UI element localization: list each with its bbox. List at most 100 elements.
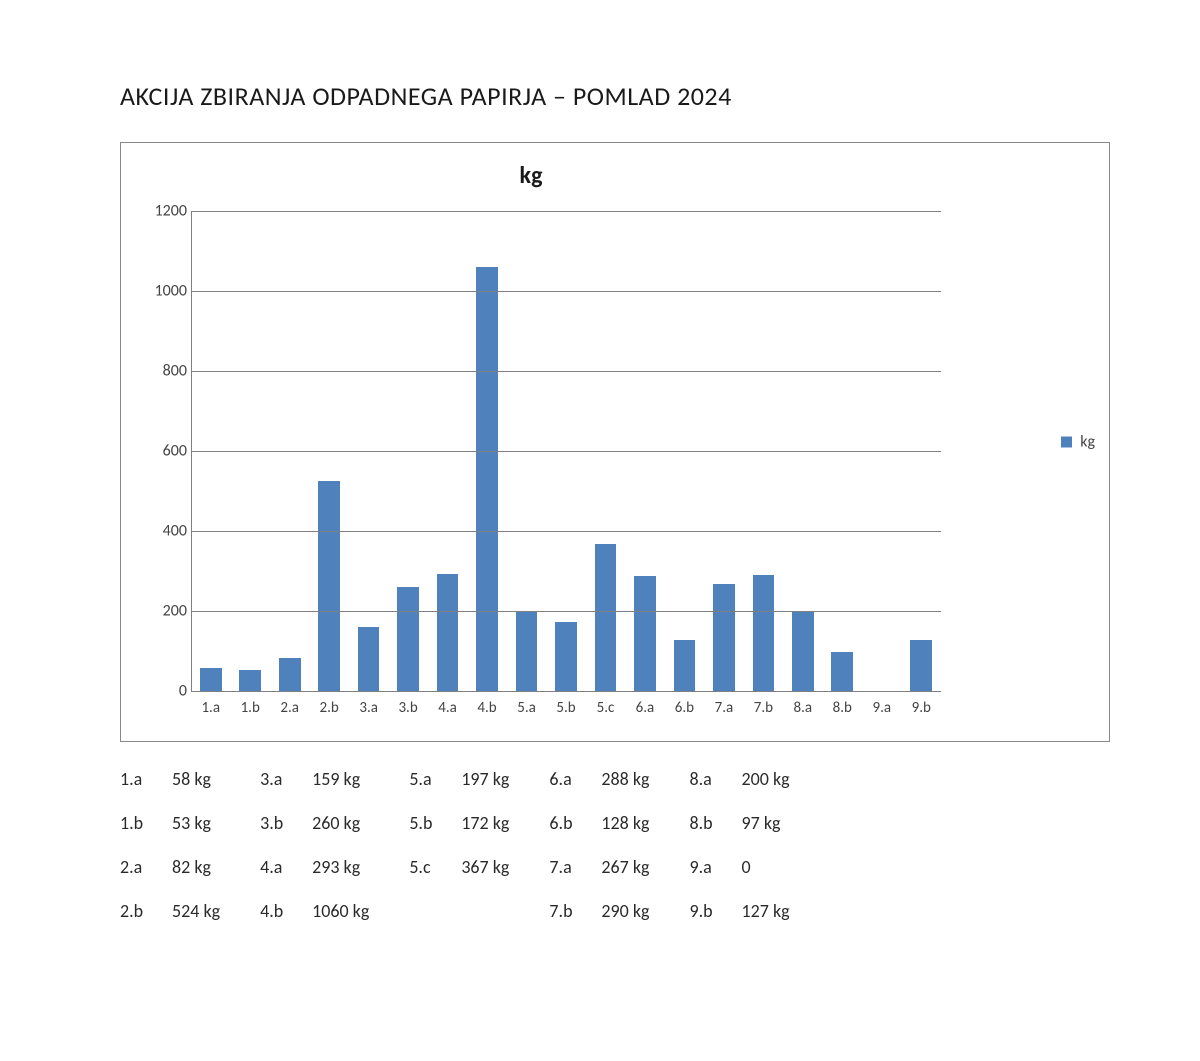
- x-tick-label: 3.b: [398, 699, 417, 717]
- data-value: 82 kg: [172, 856, 211, 878]
- page: AKCIJA ZBIRANJA ODPADNEGA PAPIRJA – POML…: [0, 0, 1200, 1061]
- data-row: 1.a 58 kg: [120, 768, 220, 790]
- legend-label: kg: [1080, 433, 1095, 452]
- plot-area: [191, 211, 941, 691]
- legend: kg: [1061, 433, 1095, 452]
- data-value: 524 kg: [172, 900, 220, 922]
- bar: [555, 622, 577, 691]
- x-tick-label: 7.b: [754, 699, 773, 717]
- data-class-label: 1.a: [120, 768, 154, 790]
- data-column: 1.a 58 kg 1.b53 kg 2.a 82 kg 2.b 524 kg: [120, 768, 220, 922]
- y-tick-label: 600: [139, 442, 187, 461]
- data-value: 159 kg: [312, 768, 360, 790]
- data-row: 6.a288 kg: [549, 768, 649, 790]
- data-row: 9.b 127 kg: [690, 900, 790, 922]
- data-row: 2.b 524 kg: [120, 900, 220, 922]
- data-value: 200 kg: [742, 768, 790, 790]
- bar-chart: kg 020040060080010001200 1.a1.b2.a2.b3.a…: [120, 142, 1110, 742]
- x-tick-label: 5.b: [556, 699, 575, 717]
- bar: [792, 611, 814, 691]
- x-tick-label: 4.b: [477, 699, 496, 717]
- gridline: [191, 451, 941, 452]
- data-value: 172 kg: [461, 812, 509, 834]
- y-tick-label: 0: [139, 682, 187, 701]
- gridline: [191, 371, 941, 372]
- data-row: 6.b 128 kg: [549, 812, 649, 834]
- bar: [358, 627, 380, 691]
- data-value: 127 kg: [742, 900, 790, 922]
- data-class-label: 9.b: [690, 900, 724, 922]
- data-class-label: 5.a: [409, 768, 443, 790]
- data-value: 367 kg: [461, 856, 509, 878]
- x-tick-label: 8.b: [833, 699, 852, 717]
- data-value: 197 kg: [461, 768, 509, 790]
- bar: [910, 640, 932, 691]
- data-column: 3.a159 kg3.b260 kg4.a293 kg4.b1060 kg: [260, 768, 369, 922]
- data-value: 0: [742, 856, 751, 878]
- x-tick-label: 8.a: [794, 699, 813, 717]
- y-axis: 020040060080010001200: [139, 211, 187, 691]
- data-column: 6.a288 kg 6.b 128 kg 7.a 267 kg 7.b 290 kg: [549, 768, 649, 922]
- data-row: 5.c 367 kg: [409, 856, 509, 878]
- data-row: 4.b1060 kg: [260, 900, 369, 922]
- data-row: 4.a293 kg: [260, 856, 369, 878]
- data-row: 5.b 172 kg: [409, 812, 509, 834]
- data-value: 267 kg: [601, 856, 649, 878]
- data-class-label: 8.b: [690, 812, 724, 834]
- chart-title: kg: [121, 161, 941, 190]
- bar: [634, 576, 656, 691]
- data-class-label: 9.a: [690, 856, 724, 878]
- x-tick-label: 5.c: [597, 699, 615, 717]
- data-class-label: 4.a: [260, 856, 294, 878]
- bar: [831, 652, 853, 691]
- data-value: 288 kg: [601, 768, 649, 790]
- legend-swatch: [1061, 437, 1072, 448]
- data-class-label: 6.b: [549, 812, 583, 834]
- bar: [279, 658, 301, 691]
- data-value: 128 kg: [601, 812, 649, 834]
- bar: [200, 668, 222, 691]
- gridline: [191, 611, 941, 612]
- data-value: 290 kg: [601, 900, 649, 922]
- y-tick-label: 200: [139, 602, 187, 621]
- x-tick-label: 5.a: [517, 699, 536, 717]
- data-class-label: 5.c: [409, 856, 443, 878]
- data-value: 58 kg: [172, 768, 211, 790]
- bar: [713, 584, 735, 691]
- x-tick-label: 4.a: [438, 699, 457, 717]
- data-class-label: 8.a: [690, 768, 724, 790]
- data-class-label: 7.b: [549, 900, 583, 922]
- data-class-label: 2.a: [120, 856, 154, 878]
- data-class-label: 5.b: [409, 812, 443, 834]
- data-row: 7.b 290 kg: [549, 900, 649, 922]
- data-row: 2.a 82 kg: [120, 856, 220, 878]
- x-tick-label: 6.b: [675, 699, 694, 717]
- x-tick-label: 6.a: [636, 699, 655, 717]
- bar: [437, 574, 459, 691]
- x-tick-label: 2.a: [280, 699, 299, 717]
- bar: [239, 670, 261, 691]
- data-row: 3.a 159 kg: [260, 768, 369, 790]
- y-tick-label: 1200: [139, 202, 187, 221]
- x-tick-label: 2.b: [320, 699, 339, 717]
- x-tick-label: 1.a: [201, 699, 220, 717]
- data-table: 1.a 58 kg 1.b53 kg 2.a 82 kg 2.b 524 kg 3.a 159 …: [120, 768, 1110, 922]
- gridline: [191, 291, 941, 292]
- data-value: 53 kg: [172, 812, 211, 834]
- bar: [476, 267, 498, 691]
- bar: [595, 544, 617, 691]
- bar: [318, 481, 340, 691]
- data-value: 97 kg: [742, 812, 781, 834]
- bar: [753, 575, 775, 691]
- x-tick-label: 3.a: [359, 699, 378, 717]
- data-column: 5.a 197 kg 5.b 172 kg 5.c 367 kg: [409, 768, 509, 922]
- data-row: 1.b53 kg: [120, 812, 220, 834]
- data-row: 9.a 0: [690, 856, 790, 878]
- data-row: 7.a 267 kg: [549, 856, 649, 878]
- data-class-label: 2.b: [120, 900, 154, 922]
- data-column: 8.a 200 kg 8.b 97 kg 9.a 0 9.b 127 kg: [690, 768, 790, 922]
- gridline: [191, 211, 941, 212]
- data-row: 5.a 197 kg: [409, 768, 509, 790]
- data-class-label: 3.a: [260, 768, 294, 790]
- data-class-label: 7.a: [549, 856, 583, 878]
